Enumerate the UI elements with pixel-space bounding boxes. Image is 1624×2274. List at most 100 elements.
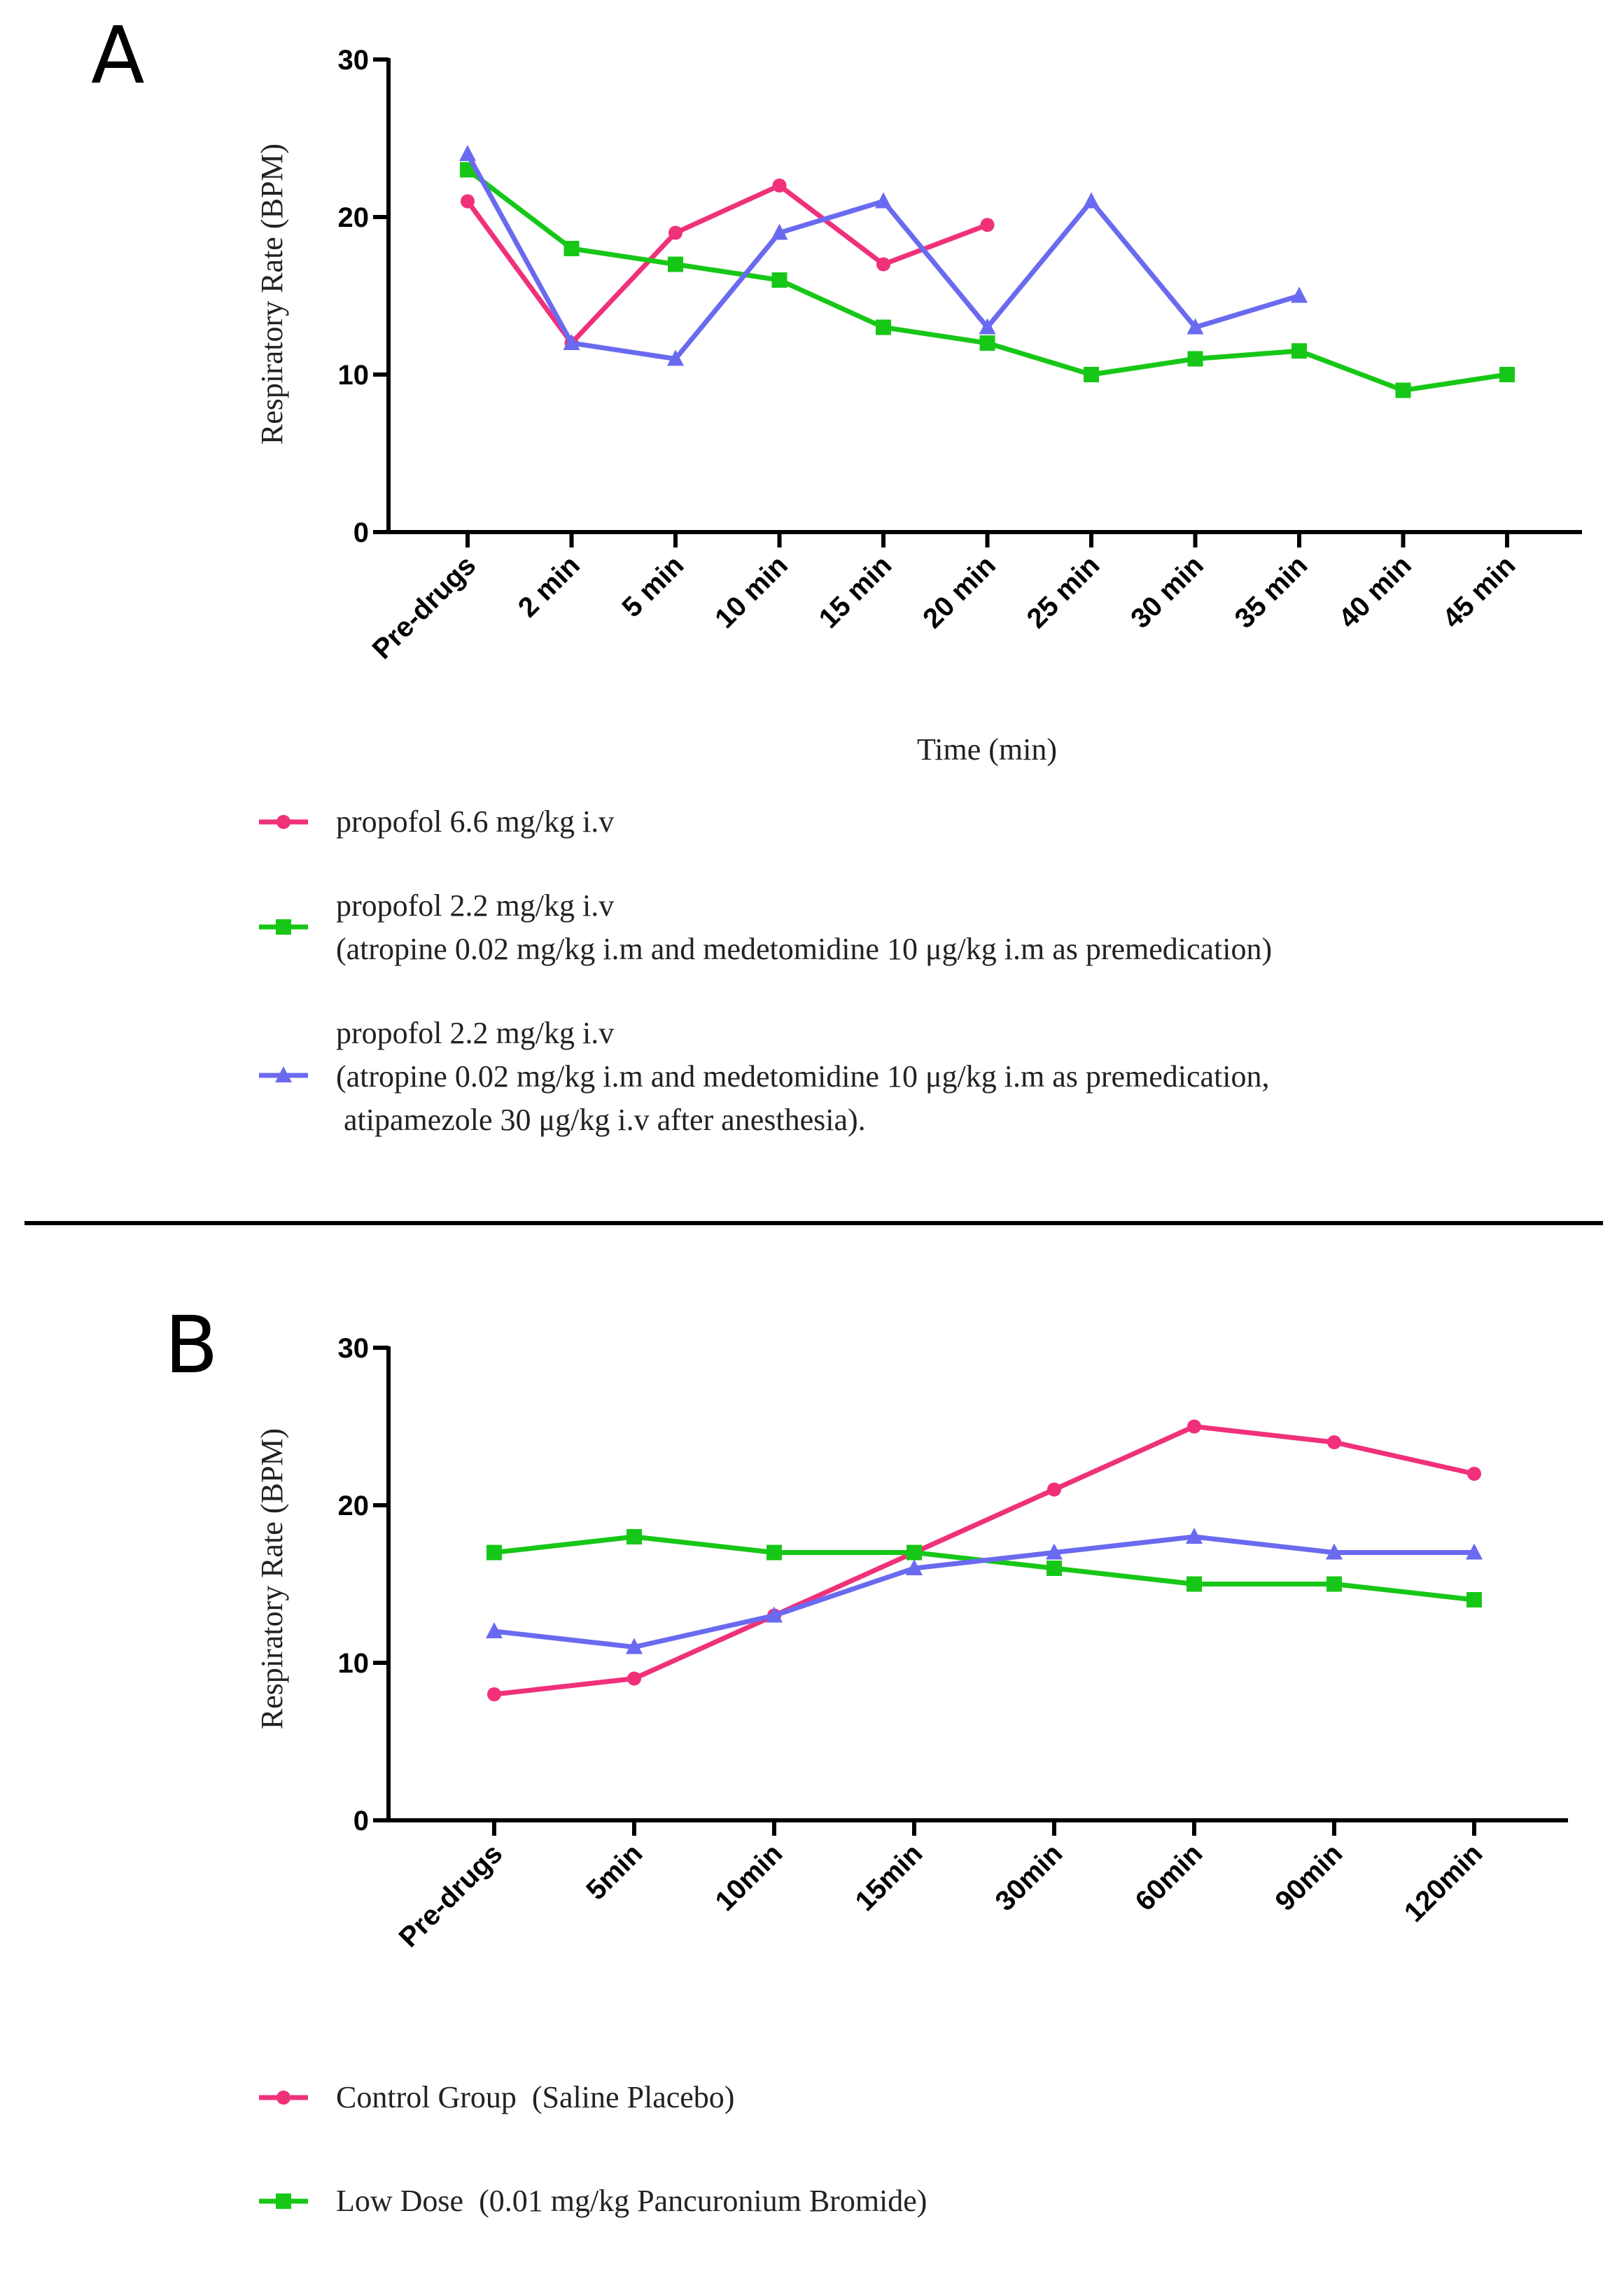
y-tick-label: 10: [338, 1648, 370, 1679]
data-point: [1187, 1419, 1201, 1434]
data-point: [876, 319, 891, 335]
data-point: [1292, 343, 1307, 359]
x-tick-label: 30 min: [1125, 550, 1210, 634]
data-point: [772, 179, 787, 193]
data-point: [1499, 367, 1515, 382]
x-tick-label: 60min: [1130, 1838, 1209, 1917]
panel-letter: B: [164, 1300, 218, 1391]
data-point: [564, 241, 580, 256]
data-point: [980, 218, 995, 232]
legend-label: propofol 6.6 mg/kg i.v: [336, 804, 614, 839]
y-tick-label: 30: [338, 1333, 370, 1364]
data-point: [1326, 1576, 1342, 1592]
data-point: [1326, 1543, 1343, 1560]
data-point: [1186, 1528, 1203, 1544]
data-point: [459, 145, 476, 161]
data-point: [1327, 1435, 1341, 1449]
data-point: [487, 1687, 501, 1701]
x-tick-label: 45 min: [1437, 550, 1522, 634]
x-tick-label: 40 min: [1333, 550, 1418, 634]
data-point: [771, 272, 788, 288]
data-point: [1083, 192, 1100, 209]
series-0: [461, 179, 995, 350]
y-axis-title: Respiratory Rate (BPM): [255, 1428, 289, 1729]
data-point: [771, 223, 788, 240]
x-tick-label: 5 min: [616, 550, 690, 623]
legend-entry: propofol 6.6 mg/kg i.v: [259, 804, 614, 839]
data-point: [1395, 382, 1411, 398]
data-point: [1046, 1561, 1062, 1576]
data-point: [486, 1622, 503, 1638]
legend-entry: Control Group (Saline Placebo): [259, 2080, 734, 2114]
data-point: [876, 257, 890, 272]
legend-marker: [276, 2193, 291, 2209]
series-line: [465, 167, 1508, 393]
legend-label: (atropine 0.02 mg/kg i.m and medetomidin…: [336, 1059, 1270, 1094]
data-point: [1186, 1576, 1202, 1592]
data-point: [906, 1544, 922, 1561]
x-tick-label: Pre-drugs: [367, 550, 482, 665]
y-tick-label: 30: [338, 45, 370, 76]
legend-label: Low Dose (0.01 mg/kg Pancuronium Bromide…: [336, 2184, 927, 2218]
series-line: [493, 1424, 1475, 1697]
data-point: [1466, 1543, 1483, 1560]
data-point: [1467, 1467, 1481, 1481]
legend-entry: propofol 2.2 mg/kg i.v (atropine 0.02 mg/…: [259, 888, 1272, 966]
data-point: [1046, 1543, 1063, 1560]
legend-marker: [275, 1066, 292, 1082]
data-point: [1187, 351, 1203, 367]
data-point: [906, 1559, 923, 1575]
series-2: [459, 145, 1308, 366]
series-line: [465, 183, 988, 346]
data-point: [1084, 367, 1099, 382]
x-axis-title: Time (min): [917, 732, 1057, 767]
x-tick-label: 2 min: [512, 550, 586, 623]
x-tick-label: 20 min: [917, 550, 1002, 634]
legend-label: propofol 2.2 mg/kg i.v: [336, 1016, 614, 1050]
y-axis-title: Respiratory Rate (BPM): [255, 144, 289, 445]
x-tick-label: 15 min: [813, 550, 898, 634]
data-point: [668, 256, 683, 272]
data-point: [667, 349, 684, 366]
series-1: [460, 162, 1515, 398]
data-point: [1466, 1592, 1482, 1607]
data-point: [766, 1544, 782, 1561]
chart-panel-a: A 0 10 20 30 Respiratory Rate (BPM) Pre-drugs 2…: [91, 11, 1582, 1137]
data-point: [668, 225, 682, 240]
y-tick-label: 0: [354, 517, 369, 548]
y-tick-label: 20: [338, 202, 370, 233]
series-2: [486, 1528, 1483, 1654]
data-point: [979, 318, 996, 335]
series-1: [486, 1529, 1482, 1607]
legend-entry: propofol 2.2 mg/kg i.v (atropine 0.02 mg/…: [259, 1016, 1270, 1137]
data-point: [626, 1529, 642, 1544]
data-point: [979, 335, 995, 351]
legend-marker: [276, 2091, 290, 2105]
x-tick-label: 25 min: [1021, 550, 1106, 634]
data-point: [1291, 286, 1308, 303]
legend-label: propofol 2.2 mg/kg i.v: [336, 888, 614, 923]
series-line: [493, 1534, 1474, 1649]
legend-marker: [276, 919, 291, 935]
data-point: [766, 1606, 783, 1623]
x-tick-label: 10min: [710, 1838, 789, 1917]
y-tick-label: 0: [354, 1806, 369, 1836]
legend-label: (atropine 0.02 mg/kg i.m and medetomidin…: [336, 932, 1272, 966]
x-tick-label: 120min: [1399, 1838, 1489, 1928]
legend-entry: Low Dose (0.01 mg/kg Pancuronium Bromide…: [259, 2184, 927, 2218]
data-point: [461, 194, 475, 209]
data-point: [875, 192, 892, 209]
x-tick-label: 15min: [850, 1838, 929, 1917]
legend-label: atipamezole 30 μg/kg i.v after anesthesi…: [336, 1103, 866, 1137]
chart-panel-b: B 0 10 20 30 Respiratory Rate (BPM) Pre-drugs 5…: [164, 1300, 1568, 2218]
y-tick-label: 20: [338, 1491, 370, 1521]
data-point: [1186, 318, 1204, 335]
x-tick-label: 5min: [580, 1838, 648, 1906]
data-point: [486, 1544, 502, 1561]
legend-marker: [276, 815, 290, 829]
y-tick-label: 10: [338, 360, 370, 391]
data-point: [1047, 1482, 1061, 1497]
panel-letter: A: [91, 11, 145, 102]
x-tick-label: 35 min: [1229, 550, 1314, 634]
